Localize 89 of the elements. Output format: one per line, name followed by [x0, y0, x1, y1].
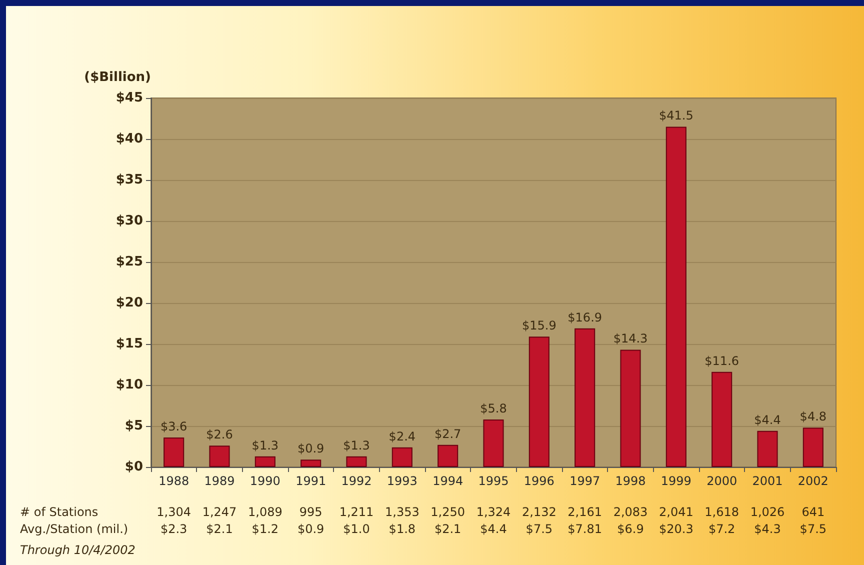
text: $2.3 [160, 522, 188, 536]
x-tick-label: 1990 [250, 474, 280, 488]
x-tick-label: 1996 [524, 474, 554, 488]
x-tick-label: 1999 [660, 474, 692, 488]
data-label: $11.6 [704, 354, 740, 368]
text: # of Stations [20, 505, 98, 519]
text: 2,132 [522, 505, 556, 519]
text: $0.9 [297, 522, 324, 536]
text: 1,250 [430, 505, 466, 519]
x-tick-label: 2000 [706, 474, 738, 488]
x-tick-label: 1995 [478, 474, 509, 488]
bar [164, 437, 184, 467]
text: 1,026 [750, 505, 785, 519]
text: $4.3 [754, 522, 781, 536]
x-tick-label: 1991 [296, 474, 326, 488]
y-tick-label: $0 [124, 460, 143, 474]
text: $1.8 [388, 522, 416, 536]
text: $7.5 [800, 522, 827, 536]
text: 2,083 [613, 505, 648, 519]
y-tick-label: $30 [116, 214, 143, 228]
text: $6.9 [617, 522, 644, 536]
data-label: $2.6 [206, 428, 233, 442]
text: Through 10/4/2002 [20, 543, 136, 557]
text: 2,161 [568, 505, 602, 519]
text: $1.0 [343, 522, 370, 536]
text: 1,324 [476, 505, 511, 519]
text: 1,618 [704, 505, 740, 519]
data-label: $15.9 [522, 318, 556, 333]
text: $7.2 [708, 522, 736, 536]
text: $4.4 [480, 522, 507, 536]
data-label: $16.9 [568, 310, 602, 324]
x-tick-label: 1997 [570, 474, 600, 488]
data-label: $2.7 [434, 426, 462, 441]
text: $7.81 [568, 522, 602, 536]
bar [666, 126, 686, 467]
text: 1,304 [156, 505, 192, 519]
bar [392, 447, 412, 467]
bar [346, 456, 367, 467]
text: 1,211 [339, 505, 374, 519]
y-tick-label: $40 [116, 132, 143, 146]
y-axis-title: ($Billion) [84, 70, 151, 85]
y-tick-label: $10 [116, 378, 143, 392]
data-label: $2.4 [388, 429, 416, 444]
text: 2,041 [658, 505, 694, 519]
bar [438, 444, 458, 467]
bar [802, 428, 824, 467]
bar [574, 328, 596, 467]
x-tick-label: 1994 [432, 474, 464, 488]
text: 1,089 [248, 505, 282, 519]
y-tick-label: $5 [124, 418, 143, 434]
data-label: $3.6 [160, 419, 188, 434]
y-tick-label: $45 [116, 90, 143, 106]
data-label: $41.5 [658, 108, 694, 123]
bar [528, 336, 550, 467]
data-label: $4.8 [800, 410, 827, 424]
bar [712, 372, 732, 467]
x-tick-label: 1989 [204, 474, 235, 488]
x-tick-label: 1992 [341, 474, 372, 488]
x-tick-label: 1998 [615, 474, 646, 488]
y-tick-label: $25 [116, 254, 143, 270]
text: 1,247 [202, 505, 237, 519]
text: 1,353 [384, 505, 420, 519]
bar [620, 350, 641, 467]
text: Avg./Station (mil.) [20, 522, 128, 536]
y-tick-label: $20 [116, 296, 143, 310]
text: 995 [299, 505, 322, 519]
x-tick-label: 1988 [158, 474, 190, 488]
bar [209, 446, 230, 467]
bar [254, 456, 276, 467]
data-label: $0.9 [297, 442, 324, 456]
text: $2.1 [206, 522, 233, 536]
x-tick-label: 2002 [798, 474, 828, 488]
bar [300, 460, 322, 467]
data-label: $4.4 [754, 412, 781, 427]
text: $7.5 [526, 522, 553, 536]
text: $1.2 [252, 522, 279, 536]
text: $20.3 [658, 522, 694, 536]
data-label: $1.3 [343, 438, 370, 452]
text: $2.1 [434, 522, 462, 536]
data-label: $1.3 [252, 438, 279, 452]
text: 641 [802, 505, 825, 519]
bar [483, 419, 504, 467]
x-tick-label: 2001 [752, 474, 783, 488]
bar [757, 430, 778, 467]
x-tick-label: 1993 [386, 474, 418, 488]
y-tick-label: $15 [116, 336, 143, 352]
data-label: $14.3 [613, 332, 648, 346]
y-tick-label: $35 [116, 172, 143, 188]
data-label: $5.8 [480, 401, 507, 416]
